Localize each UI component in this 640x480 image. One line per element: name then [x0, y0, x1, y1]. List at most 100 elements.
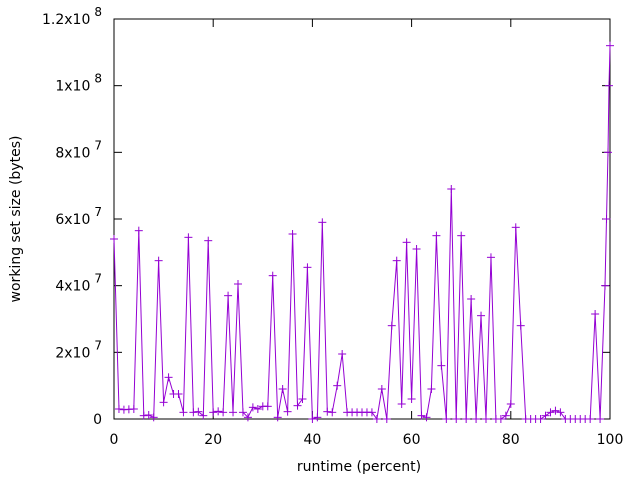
data-point: [229, 408, 238, 417]
y-tick-label: 1x10 8: [55, 72, 102, 95]
data-point: [447, 185, 456, 193]
data-point: [333, 381, 342, 390]
y-tick-mantissa: 1x10: [55, 79, 90, 95]
data-point: [437, 361, 446, 370]
y-axis-label: working set size (bytes): [8, 136, 24, 303]
data-point: [387, 321, 396, 330]
data-point: [189, 408, 198, 417]
data-point: [402, 238, 411, 247]
data-point: [536, 415, 545, 423]
data-point: [224, 291, 233, 300]
data-point: [546, 408, 555, 417]
data-point: [506, 400, 515, 408]
data-point: [601, 281, 610, 290]
data-point: [214, 407, 223, 416]
data-point: [407, 395, 416, 403]
data-point: [477, 311, 486, 320]
y-axis-ticks: 0 2x10 7 4x10 7 6x10 7 8x10 7 1x10 8 1.2x10 8: [42, 5, 610, 428]
data-point: [606, 41, 614, 50]
data-point: [179, 408, 188, 417]
data-point: [219, 408, 228, 417]
data-point: [511, 223, 520, 232]
data-point: [586, 415, 595, 423]
data-point: [467, 295, 476, 303]
y-tick-exponent: 7: [94, 272, 102, 286]
x-tick-label: 60: [403, 432, 421, 448]
data-point: [541, 411, 550, 420]
data-point: [159, 398, 168, 407]
data-point: [268, 271, 277, 280]
y-tick-exponent: 7: [94, 338, 102, 352]
data-point: [149, 413, 158, 422]
data-point: [452, 415, 461, 423]
data-point: [377, 385, 386, 393]
data-point: [602, 215, 611, 223]
data-point: [110, 235, 118, 243]
data-point: [234, 280, 242, 288]
data-point: [392, 256, 401, 265]
data-point: [556, 408, 565, 417]
data-point: [551, 406, 560, 415]
data-point: [367, 408, 376, 417]
y-tick-exponent: 8: [94, 5, 102, 19]
data-point: [338, 350, 347, 358]
data-point: [278, 385, 287, 393]
series-line: [113, 45, 611, 421]
data-point: [427, 385, 436, 393]
data-point: [303, 263, 312, 272]
data-point: [591, 310, 600, 318]
y-tick-mantissa: 6x10: [55, 212, 90, 228]
data-point: [516, 321, 525, 330]
data-point: [442, 415, 451, 423]
data-point: [462, 415, 471, 423]
data-point: [412, 245, 421, 253]
data-point: [397, 400, 406, 408]
data-point: [313, 413, 322, 422]
data-point: [372, 415, 381, 423]
data-point: [134, 226, 143, 235]
data-point: [164, 373, 173, 382]
data-point: [422, 413, 431, 422]
data-point: [496, 415, 505, 423]
y-tick-label: 6x10 7: [55, 205, 102, 228]
data-point: [204, 236, 213, 245]
data-point: [114, 405, 123, 413]
data-point: [194, 407, 203, 416]
data-point: [328, 408, 337, 417]
data-point: [288, 230, 297, 238]
data-point: [283, 407, 292, 416]
data-point: [199, 411, 208, 420]
y-tick-exponent: 8: [94, 72, 102, 86]
data-point: [596, 415, 605, 423]
data-point: [501, 411, 510, 420]
x-axis-label: runtime (percent): [297, 459, 421, 475]
data-point: [432, 231, 441, 240]
y-tick-label: 0: [93, 412, 102, 428]
y-tick-label: 8x10 7: [55, 138, 102, 161]
data-point: [417, 411, 426, 420]
data-point: [129, 405, 138, 413]
x-tick-label: 0: [110, 432, 119, 448]
y-tick-label: 2x10 7: [55, 338, 102, 361]
data-point: [457, 231, 466, 240]
x-tick-label: 100: [597, 432, 624, 448]
data-point: [308, 415, 317, 423]
data-point: [184, 233, 193, 242]
y-tick-mantissa: 2x10: [55, 345, 90, 361]
y-tick-label: 4x10 7: [55, 272, 102, 295]
data-point: [263, 402, 272, 411]
x-tick-label: 80: [502, 432, 520, 448]
data-point: [139, 411, 148, 420]
y-tick-mantissa: 8x10: [55, 145, 90, 161]
data-point: [273, 413, 282, 422]
data-point: [144, 411, 153, 419]
data-point: [486, 253, 495, 262]
data-point: [293, 401, 302, 410]
y-tick-mantissa: 4x10: [55, 279, 90, 295]
x-tick-label: 40: [303, 432, 321, 448]
data-point: [243, 413, 252, 422]
data-point: [482, 415, 490, 423]
data-point: [318, 218, 327, 227]
data-point: [154, 256, 163, 265]
